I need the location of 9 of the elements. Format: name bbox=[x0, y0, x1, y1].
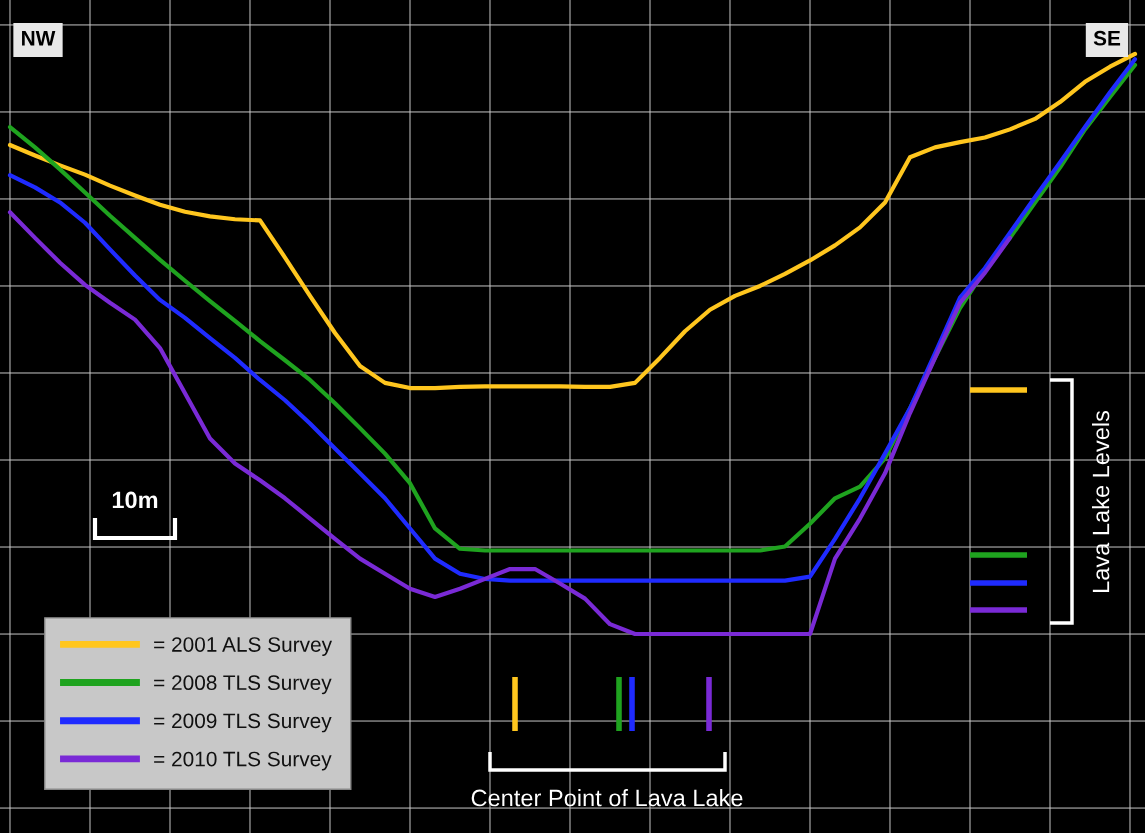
annotation: Lava Lake Levels bbox=[1091, 410, 1110, 592]
annotation: 10m bbox=[112, 491, 158, 509]
legend-label: = 2008 TLS Survey bbox=[154, 675, 332, 695]
legend-label: = 2001 ALS Survey bbox=[154, 637, 333, 656]
text: Center Point of Lava Lake bbox=[471, 788, 743, 807]
text: SE bbox=[1093, 30, 1121, 46]
legend-label: = 2010 TLS Survey bbox=[154, 751, 332, 771]
legend-label: = 2009 TLS Survey bbox=[154, 713, 332, 733]
text: NW bbox=[22, 31, 56, 46]
